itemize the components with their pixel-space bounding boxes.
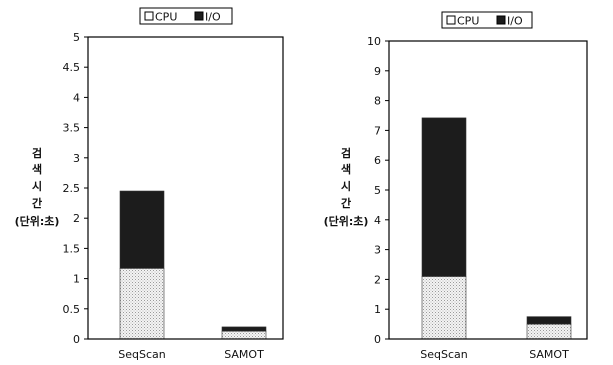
legend-swatch-io [496,15,506,25]
bar-cpu-seqscan [421,276,467,340]
bar-io-samot [221,326,267,332]
legend-label-io: I/O [507,15,523,28]
y-tick-label: 5 [374,184,381,197]
y-axis-label: 검 [341,147,351,160]
bar-cpu-samot [526,323,572,340]
y-axis-label: 간 [341,196,351,210]
y-tick-label: 2 [374,273,381,286]
y-tick-label: 1 [73,273,80,286]
legend-label-cpu: CPU [457,15,479,28]
y-tick-label: 9 [374,65,381,78]
bar-io-samot [526,316,572,325]
legend-label-io: I/O [205,11,221,24]
x-category-label: SAMOT [224,348,264,361]
y-tick-label: 3 [374,244,381,257]
y-axis-label: 시 [341,180,351,193]
y-tick-label: 4.5 [63,61,81,74]
y-tick-label: 6 [374,154,381,167]
y-axis-label: 색 [341,162,351,176]
y-tick-label: 10 [367,35,381,48]
y-tick-label: 3.5 [63,122,81,135]
y-axis-label: (단위:초) [324,214,369,228]
plot-frame [87,36,284,340]
legend-box [441,11,533,29]
y-tick-label: 0 [374,333,381,346]
legend-swatch-cpu [144,11,154,21]
y-tick-label: 7 [374,124,381,137]
y-tick-label: 2.5 [63,182,81,195]
x-category-label: SeqScan [420,348,468,361]
y-tick-label: 1 [374,303,381,316]
legend-swatch-cpu [446,15,456,25]
bar-cpu-samot [221,330,267,340]
y-axis-label: 간 [32,196,42,210]
legend-label-cpu: CPU [155,11,177,24]
bar-io-seqscan [119,190,165,269]
y-tick-label: 8 [374,95,381,108]
y-tick-label: 5 [73,31,80,44]
legend-box [139,7,233,25]
y-tick-label: 4 [73,91,80,104]
y-tick-label: 0 [73,333,80,346]
y-axis-label: 시 [32,180,42,193]
y-axis-label: 색 [32,162,42,176]
y-tick-label: 0.5 [63,303,81,316]
y-tick-label: 4 [374,214,381,227]
y-axis-label: (단위:초) [15,214,60,228]
y-axis-label: 검 [32,147,42,160]
plot-frame [388,40,588,340]
y-tick-label: 3 [73,152,80,165]
bar-io-seqscan [421,117,467,277]
bar-cpu-seqscan [119,268,165,340]
legend-swatch-io [194,11,204,21]
x-category-label: SeqScan [118,348,166,361]
y-tick-label: 2 [73,212,80,225]
y-tick-label: 1.5 [63,242,81,255]
x-category-label: SAMOT [529,348,569,361]
